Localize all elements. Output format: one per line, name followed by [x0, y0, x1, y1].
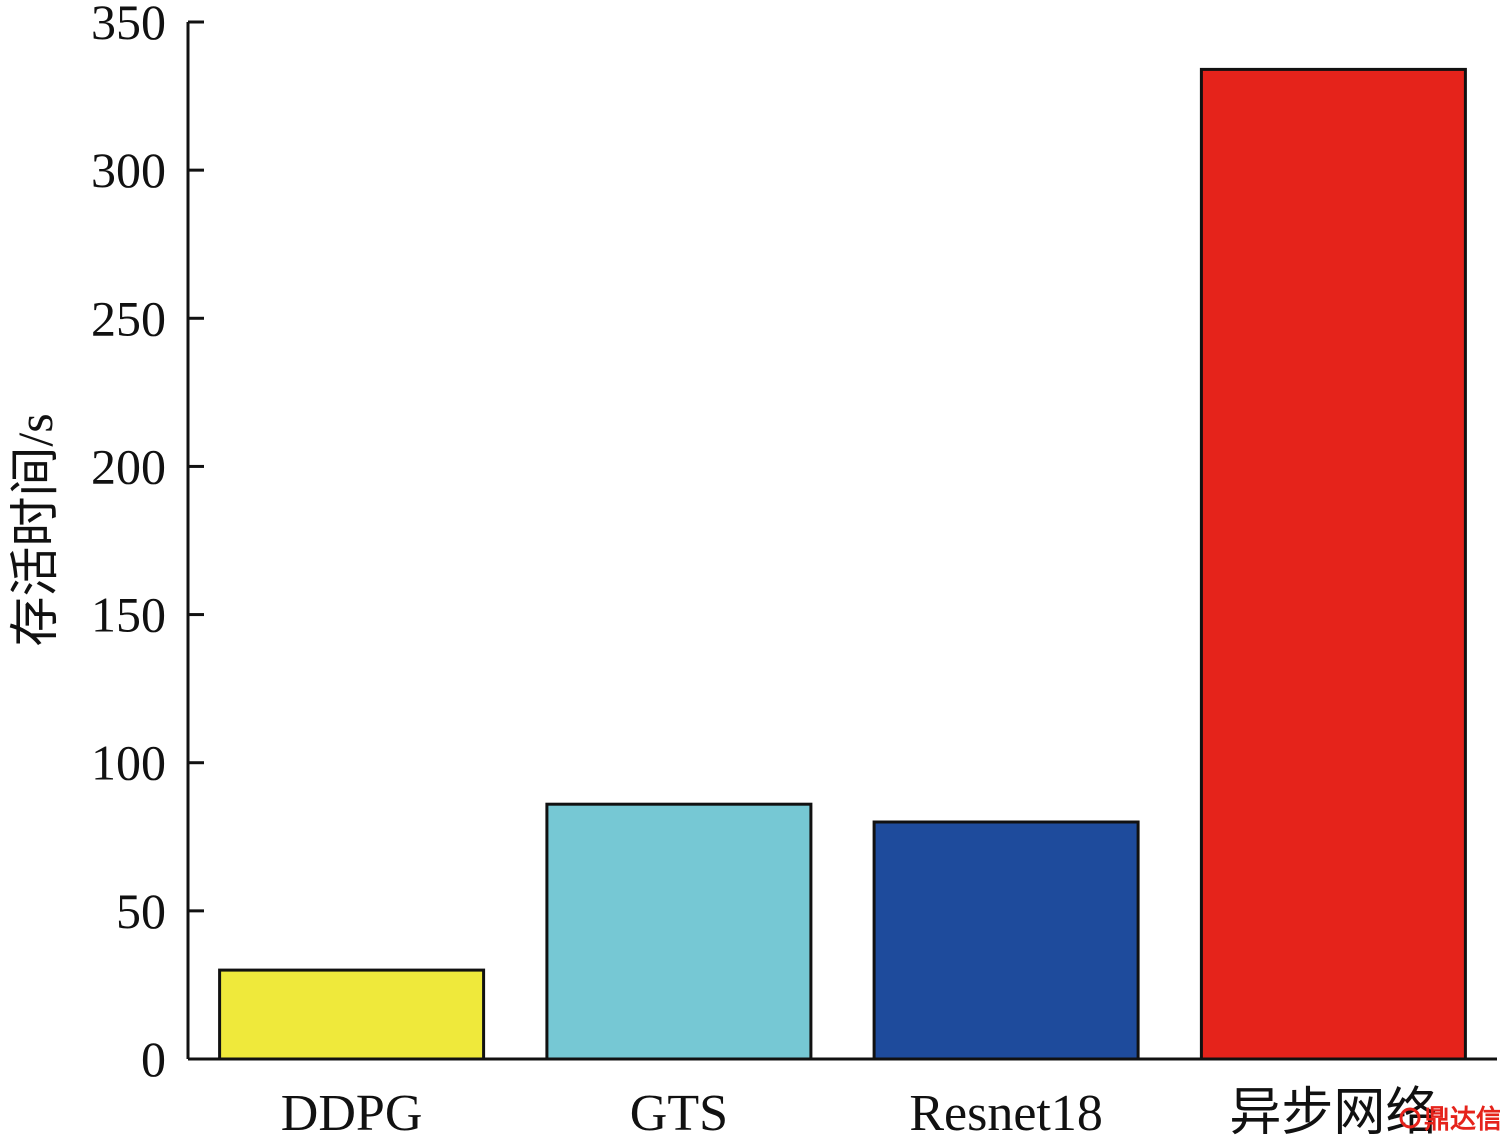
- x-tick-label: GTS: [630, 1085, 728, 1140]
- y-tick-label: 200: [91, 438, 166, 494]
- x-tick-label: 异步网络: [1229, 1085, 1437, 1140]
- y-tick-label: 0: [141, 1031, 166, 1087]
- axes-layer: [186, 20, 1497, 1061]
- bar-DDPG: [218, 968, 486, 1061]
- y-axis-title: 存活时间/s: [7, 413, 63, 646]
- bar-GTS: [545, 802, 813, 1061]
- y-tick-label: 150: [91, 587, 166, 643]
- y-tick-label: 250: [91, 290, 166, 346]
- watermark-text: 鼎达信: [1424, 1105, 1500, 1135]
- bar-Resnet18: [872, 820, 1140, 1061]
- x-tick-label: Resnet18: [909, 1085, 1103, 1140]
- bar-异步网络: [1199, 67, 1467, 1061]
- y-tick-label: 100: [91, 735, 166, 791]
- y-tick-label: 50: [116, 883, 166, 939]
- labels-layer: DDPG GTS Resnet18 异步网络 0 50 100 150 200 250 300 350: [91, 0, 1437, 1140]
- watermark: 鼎达信: [1399, 1105, 1500, 1135]
- y-tick-label: 300: [91, 142, 166, 198]
- y-tick-label: 350: [91, 0, 166, 50]
- watermark-logo-icon: [1399, 1107, 1421, 1129]
- bars-layer: [218, 67, 1467, 1061]
- x-tick-label: DDPG: [281, 1085, 423, 1140]
